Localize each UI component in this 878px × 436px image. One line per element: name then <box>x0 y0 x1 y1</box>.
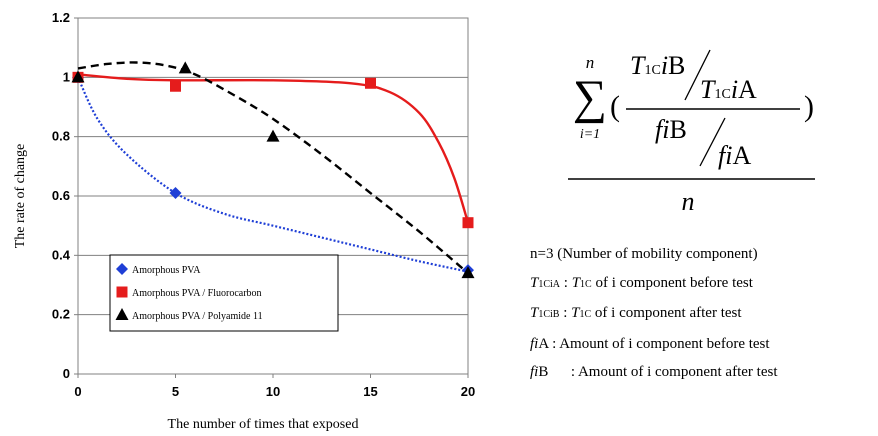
series-0-point-1 <box>169 187 182 200</box>
note-fia: fiA : Amount of i component before test <box>530 335 770 352</box>
series-1 <box>72 71 474 229</box>
y-tick-label: 0.4 <box>52 247 71 262</box>
x-tick-label: 10 <box>266 384 280 399</box>
open-paren: ( <box>610 90 620 123</box>
legend-label-2: Amorphous PVA / Polyamide 11 <box>132 311 263 322</box>
main-denominator: n <box>682 187 695 216</box>
series-1-trend-line <box>77 73 470 224</box>
legend-marker-0 <box>116 263 128 275</box>
note-t1cia: T1CiA : T1C of i component before test <box>530 274 753 291</box>
denominator-denominator-term: fiA <box>718 141 751 170</box>
chart-series <box>71 61 475 279</box>
chart: 0 0.2 0.4 0.6 0.8 1 1.2 0 5 10 15 20 The number of … <box>13 10 475 432</box>
note-t1cib: T1CiB : T1C of i component after test <box>530 305 742 321</box>
denominator-slash <box>699 117 726 167</box>
note-n: n=3 (Number of mobility component) <box>530 246 758 262</box>
y-tick-label: 0.6 <box>52 188 70 203</box>
series-1-point-2 <box>365 77 376 89</box>
chart-tick-labels: 0 0.2 0.4 0.6 0.8 1 1.2 0 5 10 15 20 <box>52 10 475 399</box>
y-tick-label: 0 <box>63 366 70 381</box>
y-tick-label: 1 <box>63 69 70 84</box>
y-tick-label: 0.2 <box>52 307 70 322</box>
notes: n=3 (Number of mobility component) T1CiA… <box>530 240 875 387</box>
x-tick-label: 15 <box>363 384 377 399</box>
x-axis-title: The number of times that exposed <box>168 417 359 432</box>
series-2-point-3 <box>461 266 475 279</box>
x-tick-label: 20 <box>461 384 475 399</box>
series-2-point-2 <box>266 129 280 142</box>
note-fib: fiB : Amount of i component after test <box>530 364 778 380</box>
series-0-trend-line <box>77 76 469 273</box>
series-2 <box>71 61 475 279</box>
sum-symbol: ∑ <box>573 71 607 124</box>
close-paren: ) <box>804 90 814 123</box>
legend-marker-1 <box>116 286 128 298</box>
y-tick-label: 1.2 <box>52 10 70 25</box>
series-2-trend-line <box>77 61 469 275</box>
series-1-point-3 <box>462 217 474 229</box>
series-2-point-1 <box>178 61 192 74</box>
sum-lower-limit: i=1 <box>580 127 600 142</box>
numerator-slash <box>684 49 711 101</box>
legend-label-0: Amorphous PVA <box>132 265 201 276</box>
chart-axes <box>74 17 469 378</box>
x-tick-label: 0 <box>74 384 81 399</box>
legend-marker-2 <box>115 308 129 320</box>
chart-legend: Amorphous PVA Amorphous PVA / Fluorocarbo… <box>109 254 339 332</box>
series-2-point-0 <box>71 70 85 83</box>
y-tick-label: 0.8 <box>52 129 70 144</box>
series-0 <box>72 71 474 277</box>
legend-label-1: Amorphous PVA / Fluorocarbon <box>132 288 262 299</box>
sum-upper-limit: n <box>586 53 595 72</box>
series-1-point-1 <box>170 80 181 92</box>
denominator-term: fiB <box>655 115 687 144</box>
y-axis-title: The rate of change <box>13 144 28 249</box>
numerator-denominator-term: T1CiA <box>700 75 757 104</box>
formula: n ∑ i=1 ( T1CiB T1CiA fiB fiA ) n <box>568 49 815 216</box>
numerator-term: T1CiB <box>630 51 685 80</box>
legend-box <box>109 254 339 332</box>
x-tick-label: 5 <box>172 384 179 399</box>
